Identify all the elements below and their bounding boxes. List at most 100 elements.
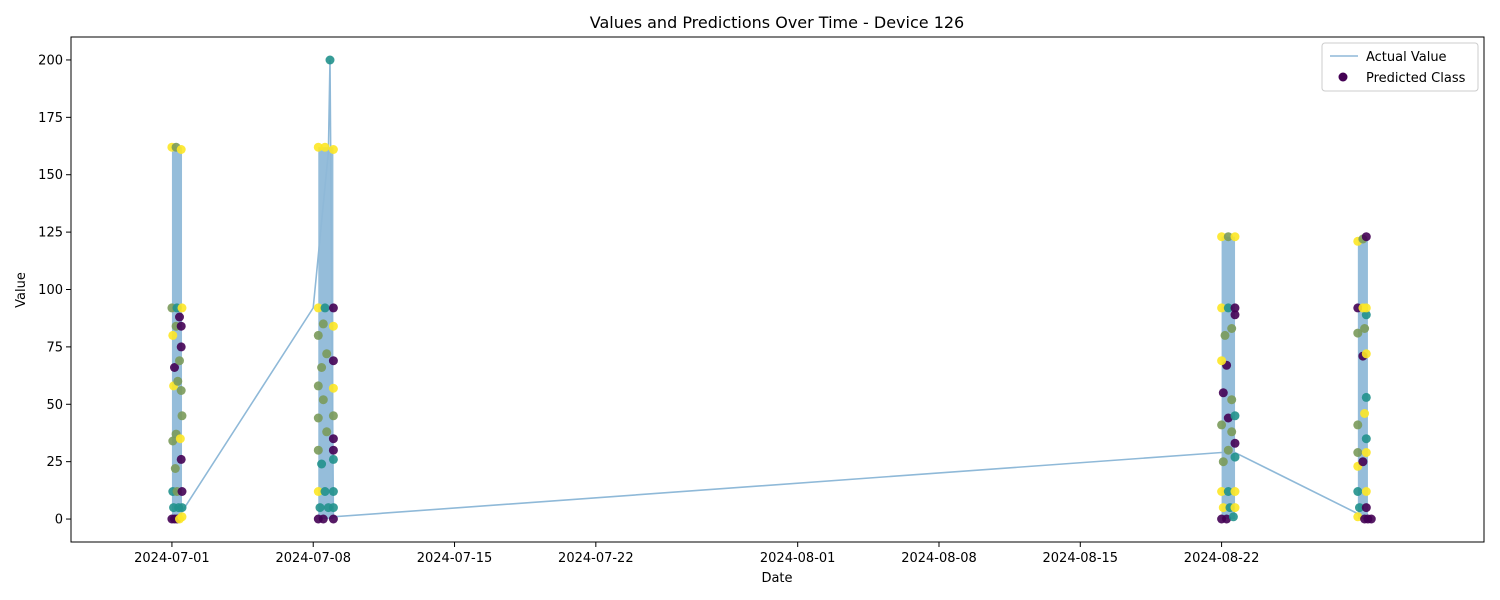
predicted-point [1230, 452, 1240, 462]
predicted-point [317, 459, 327, 469]
predicted-point [1361, 232, 1371, 242]
y-tick-label: 0 [55, 513, 63, 528]
chart-legend: Actual Value Predicted Class [1321, 42, 1479, 92]
predicted-point [1361, 503, 1371, 513]
predicted-point [315, 503, 325, 513]
predicted-point [1361, 349, 1371, 359]
predicted-point [1230, 438, 1240, 448]
predicted-point [320, 303, 330, 313]
x-tick-label: 2024-08-01 [760, 551, 836, 566]
predicted-point [1361, 448, 1371, 457]
predicted-point [1361, 392, 1371, 402]
predicted-point [313, 413, 323, 423]
legend-predicted-class-swatch [1338, 72, 1348, 82]
predicted-point [318, 395, 328, 405]
predicted-point [176, 386, 186, 395]
predicted-point [1218, 457, 1228, 467]
predicted-point [1358, 457, 1368, 467]
predicted-point [313, 487, 323, 496]
predicted-point [170, 363, 179, 372]
predicted-point [328, 514, 338, 524]
predicted-point [1353, 448, 1363, 457]
predicted-point [176, 321, 186, 331]
predicted-point [177, 303, 187, 313]
predicted-point [1366, 514, 1376, 524]
predicted-point [313, 303, 323, 313]
y-tick-label: 175 [38, 111, 63, 126]
predicted-point [1227, 395, 1237, 405]
value-band-0 [171, 147, 183, 520]
predicted-point [328, 383, 338, 393]
predicted-point [176, 454, 186, 464]
predicted-point [168, 330, 178, 340]
predicted-point [1361, 303, 1371, 313]
predicted-point [176, 342, 186, 352]
predicted-point [328, 487, 338, 496]
predicted-point [176, 145, 186, 154]
predicted-point [177, 487, 187, 496]
predicted-point [313, 142, 323, 152]
x-axis-label: Date [761, 571, 792, 586]
predicted-point [1217, 232, 1227, 242]
value-band-3 [1357, 239, 1368, 520]
value-band-2 [1221, 236, 1236, 520]
predicted-point [1228, 512, 1238, 522]
predicted-point [1230, 487, 1240, 496]
y-tick-label: 25 [46, 455, 63, 470]
y-tick-label: 200 [38, 53, 63, 68]
predicted-point [1361, 310, 1371, 320]
actual-value-series [178, 59, 1360, 518]
predicted-point [1353, 487, 1363, 496]
chart-title: Values and Predictions Over Time - Devic… [590, 13, 964, 32]
predicted-point [318, 514, 328, 524]
x-tick-label: 2024-07-15 [417, 551, 493, 566]
y-tick-label: 75 [46, 340, 63, 355]
predicted-point [1230, 411, 1240, 421]
predicted-point [177, 411, 187, 421]
predicted-point [313, 330, 323, 340]
y-axis-ticks: 0 25 50 75 100 125 150 175 200 [38, 53, 71, 528]
x-axis-ticks: 2024-07-01 2024-07-08 2024-07-15 2024-07-22… [134, 542, 1259, 566]
predicted-point [322, 349, 332, 359]
predicted-point [175, 356, 184, 366]
x-tick-label: 2024-07-01 [134, 551, 210, 566]
predicted-point [313, 445, 323, 455]
y-tick-label: 100 [38, 283, 63, 298]
predicted-point [1361, 434, 1371, 444]
predicted-point [1355, 503, 1364, 513]
x-tick-label: 2024-08-22 [1184, 551, 1260, 566]
predicted-point [1223, 445, 1233, 455]
predicted-point [328, 411, 338, 421]
predicted-point [1222, 514, 1232, 524]
predicted-point [1230, 310, 1240, 320]
x-tick-label: 2024-08-15 [1043, 551, 1119, 566]
predicted-point [1230, 232, 1240, 242]
predicted-point [170, 464, 180, 473]
y-tick-label: 50 [46, 398, 63, 413]
predicted-point [322, 427, 332, 437]
legend-actual-value-label: Actual Value [1366, 50, 1447, 65]
predicted-point [317, 363, 327, 372]
predicted-point [1361, 487, 1371, 496]
predicted-point [328, 454, 338, 464]
predicted-point [1230, 503, 1240, 513]
predicted-point [320, 487, 330, 496]
predicted-point [177, 503, 187, 513]
x-tick-label: 2024-07-22 [558, 551, 634, 566]
predicted-point [328, 356, 338, 366]
x-tick-label: 2024-07-08 [275, 551, 351, 566]
predicted-point [1217, 356, 1227, 366]
predicted-point [1227, 427, 1237, 437]
predicted-point [1227, 324, 1237, 333]
predicted-point [1353, 328, 1363, 338]
predicted-point [1223, 232, 1233, 242]
x-tick-label: 2024-08-08 [901, 551, 977, 566]
predicted-point [328, 303, 338, 313]
predicted-point [1360, 409, 1370, 418]
y-axis-label: Value [14, 272, 29, 308]
predicted-point [1218, 503, 1228, 513]
predicted-point [1360, 324, 1370, 333]
predicted-point [1223, 487, 1233, 496]
